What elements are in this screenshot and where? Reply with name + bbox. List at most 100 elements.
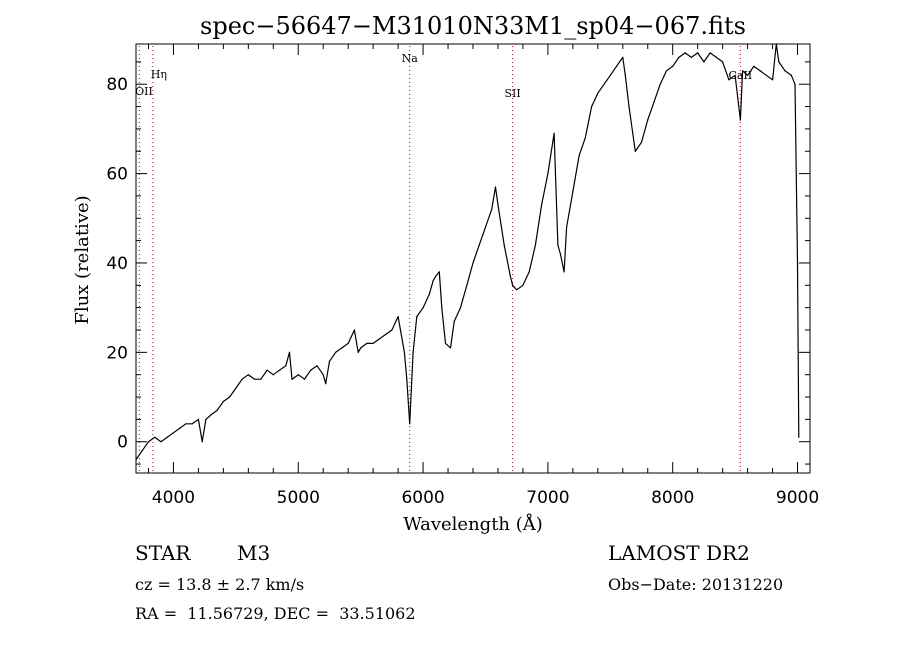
spectrum-point (547, 173, 549, 175)
spectrum-point (449, 347, 452, 349)
spectrum-point (372, 342, 374, 344)
y-tick-label: 60 (106, 165, 128, 185)
spectrum-point (166, 436, 168, 438)
spectrum-point (491, 208, 493, 210)
spectrum-point (288, 351, 291, 353)
spectrum-point (647, 119, 649, 121)
spectrum-point (559, 253, 562, 255)
spectrum-point (347, 342, 349, 344)
observation-date: Obs−Date: 20131220 (608, 575, 784, 594)
spectrum-point (179, 427, 181, 429)
spectrum-series (135, 43, 800, 461)
spectrum-point (322, 374, 324, 376)
spectrum-point (235, 387, 237, 389)
spectrum-point (391, 329, 393, 331)
spectrum-point (553, 132, 555, 134)
spectrum-point (378, 338, 380, 340)
y-tick-label: 20 (106, 343, 128, 363)
spectrum-point (409, 423, 411, 425)
spectrum-point (494, 186, 497, 188)
spectrum-point (229, 396, 231, 398)
spectrum-point (497, 204, 499, 206)
spectrum-point (584, 137, 586, 139)
spectrum-point (697, 52, 699, 54)
spectrum-point (285, 365, 287, 367)
spectrum-point (210, 414, 212, 416)
line-marker-label: Na (402, 52, 419, 65)
spectrum-point (435, 275, 437, 277)
spectrum-point (241, 378, 243, 380)
spectrum-point (597, 92, 599, 94)
x-tick-label: 8000 (651, 488, 694, 508)
spectrum-point (609, 74, 611, 76)
line-marker-label: OII (135, 85, 153, 98)
spectrum-point (185, 423, 187, 425)
spectrum-point (397, 316, 399, 318)
spectrum-point (416, 316, 418, 318)
spectrum-point (747, 74, 749, 76)
spectrum-point (385, 333, 387, 336)
spectrum-point (765, 74, 767, 76)
object-class: STAR (135, 541, 191, 565)
x-tick-label: 9000 (776, 488, 819, 508)
x-tick-label: 5000 (277, 488, 320, 508)
spectrum-point (563, 271, 565, 273)
spectrum-point (794, 83, 796, 85)
spectrum-point (154, 436, 156, 438)
spectrum-point (422, 307, 424, 309)
spectrum-point (739, 119, 742, 121)
y-axis-label: Flux (relative) (72, 195, 93, 324)
spectrum-point (441, 307, 443, 309)
spectrum-point (438, 271, 440, 273)
spectrum-point (459, 307, 462, 309)
spectrum-point (622, 56, 624, 59)
coordinates: RA = 11.56729, DEC = 33.51062 (135, 604, 416, 623)
spectrum-point (796, 262, 799, 264)
spectrum-point (303, 378, 306, 380)
spectrum-point (297, 374, 299, 376)
spectrum-point (528, 271, 530, 273)
spectral-line-markers: Hη OII Na SII CaII (135, 46, 752, 473)
spectrum-point (335, 351, 337, 353)
spectrum-point (516, 289, 518, 291)
spectrum-point (742, 70, 744, 72)
spectrum-point (753, 65, 755, 67)
spectrum-point (715, 56, 718, 59)
spectrum-point (325, 383, 327, 385)
spectrum-point (511, 284, 514, 286)
spectrum-point (444, 342, 447, 344)
spectrum-point (790, 74, 792, 76)
spectrum-point (341, 347, 343, 349)
spectrum-point (247, 374, 249, 376)
spectrum-line (135, 43, 800, 460)
spectrum-point (172, 432, 174, 434)
spectrum-point (778, 61, 780, 63)
spectrum-point (412, 351, 414, 353)
spectrum-point (160, 441, 162, 443)
spectrum-point (634, 150, 636, 152)
spectrum-point (640, 141, 643, 143)
spectrum-point (728, 79, 730, 81)
object-subclass: M3 (237, 541, 271, 565)
spectrum-point (216, 409, 218, 411)
spectrum-point (709, 52, 711, 54)
spectrum-point (197, 418, 199, 420)
chart-title: spec−56647−M31010N33M1_sp04−067.fits (200, 12, 746, 40)
spectrum-point (775, 43, 777, 45)
spectrum-point (222, 400, 224, 403)
spectrum-point (453, 320, 455, 322)
spectrum-point (201, 441, 203, 443)
spectrum-point (578, 155, 580, 157)
spectrum-point (205, 418, 207, 420)
spectrum-point (672, 65, 674, 67)
spectrum-point (278, 369, 281, 371)
spectrum-point (135, 459, 137, 461)
spectrum-point (541, 204, 543, 206)
spectrum-point (472, 262, 474, 264)
spectrum-point (798, 436, 800, 438)
spectrum-point (534, 244, 537, 246)
line-marker-label: Hη (151, 68, 167, 81)
spectrum-point (703, 61, 705, 63)
spectrum-point (665, 70, 668, 72)
